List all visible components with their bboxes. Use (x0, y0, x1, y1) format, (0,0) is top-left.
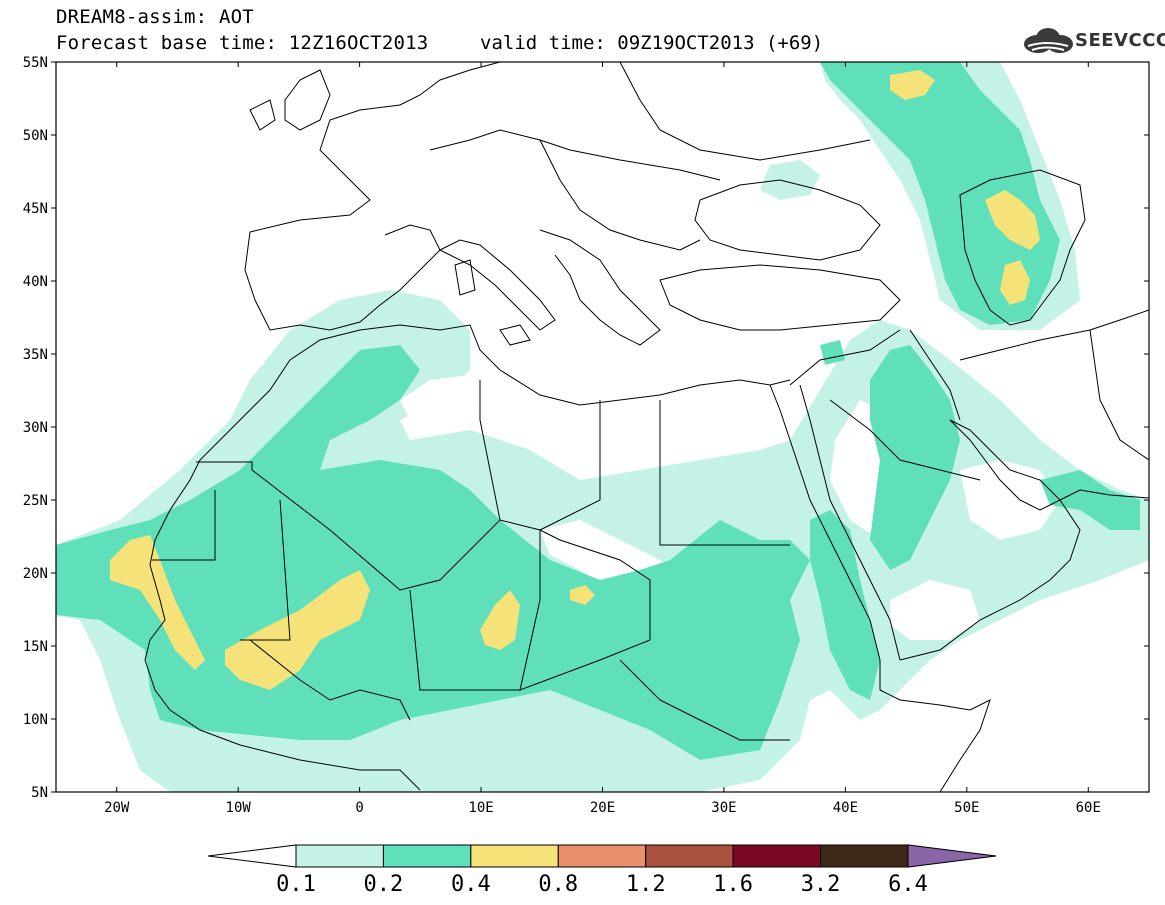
lat-label: 45N (23, 201, 48, 217)
lon-label: 20E (590, 800, 615, 816)
colorbar-box (557, 844, 647, 868)
coastlines-borders (144, 62, 1149, 792)
lon-label: 50E (954, 800, 979, 816)
colorbar-label: 0.1 (276, 872, 316, 897)
colorbar-box (382, 844, 472, 868)
lat-label: 35N (23, 347, 48, 363)
lat-label: 15N (23, 639, 48, 655)
colorbar-box (732, 844, 822, 868)
lat-label: 10N (23, 712, 48, 728)
colorbar-box (820, 844, 909, 868)
lon-label: 20W (104, 800, 130, 816)
colorbar-under (207, 844, 297, 868)
colorbar-label: 3.2 (801, 872, 841, 897)
colorbar-box (470, 844, 559, 868)
lon-label: 40E (833, 800, 858, 816)
colorbar-label: 0.8 (538, 872, 578, 897)
colorbar: 0.1 0.2 0.4 0.8 1.2 1.6 3.2 6.4 (207, 844, 997, 897)
latitude-axis: 55N 50N 45N 40N 35N 30N 25N 20N 15N 10N 5N (23, 55, 1149, 801)
lat-label: 20N (23, 566, 48, 582)
cloud-icon (1024, 28, 1073, 53)
map-title: DREAM8-assim: AOT (56, 6, 254, 28)
colorbar-label: 0.4 (451, 872, 491, 897)
valid-time: valid time: 09Z19OCT2013 (+69) (480, 32, 824, 54)
lat-label: 25N (23, 493, 48, 509)
logo-text: SEEVCCC (1075, 30, 1165, 51)
colorbar-label: 1.6 (713, 872, 753, 897)
colorbar-label: 6.4 (888, 872, 928, 897)
lat-label: 50N (23, 128, 48, 144)
forecast-base-time: Forecast base time: 12Z16OCT2013 (56, 32, 429, 54)
colorbar-label: 1.2 (626, 872, 666, 897)
aot-field (56, 62, 1149, 792)
lon-label: 60E (1076, 800, 1101, 816)
lat-label: 40N (23, 274, 48, 290)
lon-label: 0 (355, 800, 363, 816)
aot-band-0.4-0.8 (110, 70, 1040, 690)
colorbar-over (907, 844, 997, 868)
longitude-axis: 20W 10W 0 10E 20E 30E 40E 50E 60E (104, 62, 1101, 816)
lat-label: 55N (23, 55, 48, 71)
lon-label: 10E (468, 800, 493, 816)
colorbar-box (645, 844, 734, 868)
lat-label: 5N (31, 785, 48, 801)
lon-label: 10W (226, 800, 252, 816)
colorbar-box (295, 844, 384, 868)
lat-label: 30N (23, 420, 48, 436)
lon-label: 30E (711, 800, 736, 816)
colorbar-label: 0.2 (364, 872, 404, 897)
